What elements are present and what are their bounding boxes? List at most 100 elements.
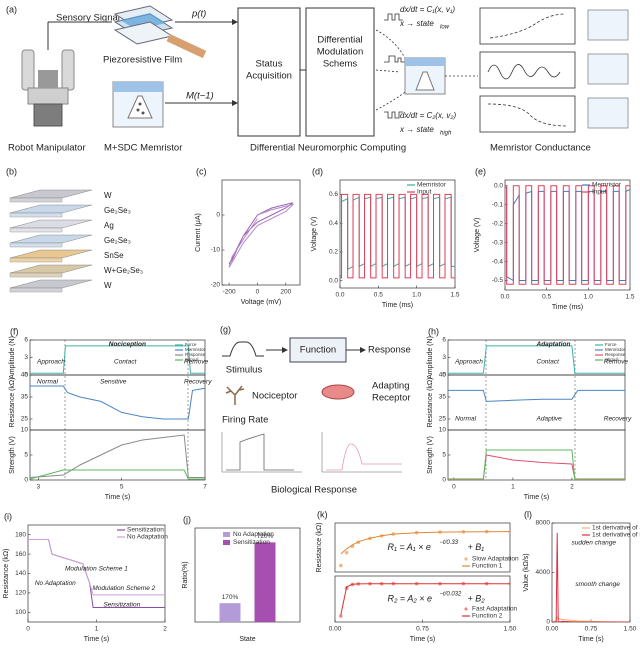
layer-side: [9, 257, 63, 263]
equation: + B₁: [468, 542, 485, 552]
y-axis-label: Value (kΩ/s): [523, 553, 530, 591]
y-tick-label: -0.2: [492, 220, 504, 227]
y-tick-label: 45: [21, 372, 29, 379]
function-box: [289, 337, 347, 363]
x-tick-label: 3: [37, 484, 41, 491]
layer: [9, 264, 93, 274]
x-tick-label: 1.5: [625, 294, 634, 301]
label: Acquisition: [246, 71, 292, 82]
equation: + B₂: [468, 593, 486, 603]
legend-label: Sensitization: [233, 539, 270, 546]
y-tick-label: 45: [439, 372, 447, 379]
equation-exp: −t/0.032: [440, 592, 463, 598]
legend-label: Function 1: [472, 563, 503, 570]
x-tick-label: -200: [223, 289, 236, 296]
legend-label: No Adaptation: [127, 534, 168, 541]
label: Schems: [323, 59, 358, 70]
label: Sensory Signal: [56, 13, 120, 24]
annotation: Approach: [454, 358, 483, 365]
plot-frame: [334, 522, 511, 573]
legend-label: No Adaptation: [233, 531, 274, 538]
panel-label: (e): [475, 166, 486, 176]
y-tick-label: 180: [15, 531, 26, 538]
series-line: [505, 185, 630, 285]
y-tick-label: 0: [546, 619, 550, 626]
panel-label: (c): [196, 166, 207, 176]
plot-frame: [194, 527, 301, 623]
legend-label: Force: [605, 342, 617, 347]
label: Biological Response: [271, 485, 357, 496]
y-axis-label: Strength (V): [427, 436, 434, 474]
series-line: [30, 345, 205, 374]
annotation: Normal: [37, 378, 59, 385]
x-tick-label: 0.5: [542, 294, 551, 301]
y-tick-label: 120: [15, 590, 26, 597]
equation: x → state: [399, 125, 434, 134]
label: Response: [368, 345, 411, 356]
y-axis-label: Strength (V): [9, 436, 16, 474]
layer-side: [9, 242, 63, 248]
y-axis-label: Ratio(%): [182, 561, 189, 588]
label: Firing Rate: [222, 415, 268, 426]
equation-exp: −t/0.33: [440, 540, 459, 546]
legend-label: Memristor: [605, 347, 626, 352]
y-tick-label: -0.1: [492, 201, 504, 208]
legend-label: 1st derivative of FA: [592, 532, 640, 539]
series-line: [28, 539, 165, 608]
layer-label: W: [104, 191, 112, 200]
label: Function: [300, 345, 336, 356]
legend-label: Stimuli: [185, 357, 199, 362]
x-tick-label: 1: [511, 484, 515, 491]
y-axis-label: Amplitude (N): [9, 336, 16, 379]
x-tick-label: 2: [570, 484, 574, 491]
point: [339, 614, 343, 618]
y-tick-label: 0.0: [494, 182, 503, 189]
series-line: [30, 385, 205, 420]
equation-sub: low: [440, 25, 450, 31]
layer: [9, 219, 93, 229]
equation: x → state: [399, 19, 434, 28]
y-tick-label: 3: [24, 354, 28, 361]
series-line: [340, 583, 510, 615]
series-line: [340, 193, 455, 279]
x-tick-label: 0.5: [374, 292, 383, 299]
panel-label: (f): [10, 326, 19, 336]
point: [344, 550, 349, 555]
panel-label: (k): [317, 509, 328, 519]
legend-label: Memristor: [185, 347, 206, 352]
panel-label: (a): [6, 4, 17, 14]
equation: dx/dt = C₁(x, v₁): [400, 5, 455, 14]
legend-label: Fast Adaptation: [472, 606, 518, 613]
value-label: 170%: [222, 594, 239, 601]
x-axis-label: Time (s): [84, 636, 109, 643]
y-tick-label: 25: [439, 416, 447, 423]
x-tick-label: 0.75: [416, 626, 429, 633]
panel-label: (g): [220, 324, 231, 334]
layer-stack: W Ge₂Se₃ Ag Ge₂Se₃ SnSe W+Ge₂Se₃ W: [9, 189, 143, 293]
label: Stimulus: [226, 365, 263, 376]
annotation: Normal: [455, 416, 477, 423]
modulation-box: [305, 7, 375, 137]
y-tick-label: 3: [442, 354, 446, 361]
annotation: smooth change: [575, 581, 620, 588]
nociceptor-icon: [225, 385, 245, 405]
x-tick-label: 1.0: [584, 294, 593, 301]
series-line: [340, 531, 510, 555]
annotation: No Adaptation: [35, 580, 76, 587]
annotation: Adaptive: [536, 416, 563, 423]
y-tick-label: -10: [211, 247, 221, 254]
y-axis-label: Resistance (kΩ): [3, 549, 10, 599]
series-line: [228, 203, 295, 268]
y-tick-label: 6: [24, 337, 28, 344]
y-tick-label: -20: [211, 282, 221, 289]
robot-gripper: [21, 49, 75, 127]
x-axis-label: Time (s): [105, 494, 130, 501]
legend-marker: [464, 607, 468, 611]
annotation: Recovery: [604, 416, 632, 423]
y-axis-label: Amplitude (N): [427, 336, 434, 379]
y-tick-label: 0.2: [329, 249, 338, 256]
y-axis-label: Resistance (kΩ): [427, 378, 434, 428]
equation-sub: high: [440, 131, 452, 137]
annotation: Nociception: [109, 341, 146, 348]
label: Nociceptor: [252, 391, 297, 402]
